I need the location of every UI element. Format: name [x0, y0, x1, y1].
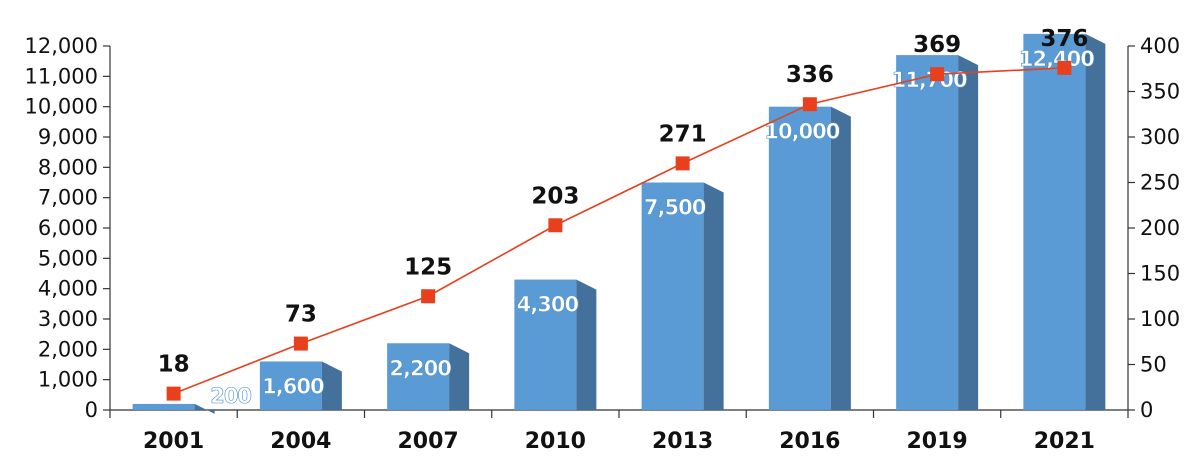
bar-value-labels: 200 1,600 2,200 4,300 7,500 10,000 11,700 12,40…	[210, 47, 1096, 409]
line-value-label: 73	[285, 302, 317, 328]
left-y-tick-label: 7,000	[38, 186, 98, 210]
line-value-label: 203	[531, 183, 579, 209]
bar-front-face	[259, 361, 322, 410]
left-y-tick-label: 1,000	[38, 368, 98, 392]
line-marker	[930, 67, 945, 82]
line-marker	[166, 386, 181, 401]
right-y-tick-label: 200	[1140, 216, 1180, 240]
right-y-tick-label: 350	[1140, 80, 1180, 104]
line-value-label: 125	[404, 254, 452, 280]
line-value-label: 369	[913, 32, 961, 58]
line-markers	[166, 60, 1072, 401]
x-category-label: 2010	[525, 429, 586, 454]
x-category-label: 2019	[907, 429, 968, 454]
bar-value-label: 200	[210, 384, 251, 408]
bar-front-face	[768, 106, 831, 411]
bar-value-label: 11,700	[892, 68, 967, 92]
bar-front-face	[641, 182, 704, 410]
right-y-tick-label: 150	[1140, 262, 1180, 286]
bar	[1023, 33, 1106, 410]
right-y-tick-label: 0	[1140, 398, 1153, 422]
right-y-tick-label: 300	[1140, 125, 1180, 149]
right-y-tick-label: 50	[1140, 353, 1167, 377]
left-y-tick-label: 8,000	[38, 155, 98, 179]
left-y-tick-label: 11,000	[25, 64, 98, 88]
bar	[514, 279, 597, 410]
left-y-tick-label: 2,000	[38, 337, 98, 361]
bar-front-face	[514, 279, 577, 410]
bar-side-face	[194, 403, 215, 414]
bar-side-face	[703, 182, 724, 410]
bar-value-label: 4,300	[517, 293, 579, 317]
right-y-axis-ticks: 0 50 100 150 200 250 300 350 400	[1128, 34, 1180, 422]
line-marker	[421, 289, 436, 304]
right-y-tick-label: 250	[1140, 171, 1180, 195]
right-y-tick-label: 400	[1140, 34, 1180, 58]
bar-front-face	[132, 403, 195, 410]
bar-side-face	[576, 279, 597, 410]
bar	[387, 343, 470, 410]
bar	[896, 55, 979, 410]
bar	[132, 403, 215, 414]
line-marker	[1057, 60, 1072, 75]
right-y-tick-label: 100	[1140, 307, 1180, 331]
bar-side-face	[830, 106, 851, 411]
x-category-label: 2007	[398, 429, 459, 454]
left-y-tick-label: 0	[85, 398, 98, 422]
x-axis-ticks: 2001 2004 2007 2010 2013 2016 2019 2021	[109, 410, 1129, 454]
bar-value-label: 7,500	[644, 196, 706, 220]
bar-value-label: 1,600	[262, 374, 324, 398]
x-category-label: 2021	[1034, 429, 1095, 454]
bar-series	[132, 33, 1106, 414]
bar-side-face	[1085, 33, 1106, 410]
bar-front-face	[896, 55, 959, 410]
line-value-labels: 18 73 125 203 271 336 369 376	[158, 26, 1089, 378]
line-series-path	[173, 67, 1065, 395]
x-category-label: 2016	[779, 429, 840, 454]
line-marker	[293, 336, 308, 351]
bar	[259, 361, 342, 410]
line-marker	[675, 156, 690, 171]
line-value-label: 18	[158, 352, 190, 378]
left-y-tick-label: 10,000	[25, 95, 98, 119]
x-category-label: 2004	[270, 429, 331, 454]
line-value-label: 336	[786, 62, 834, 88]
left-y-tick-label: 12,000	[25, 34, 98, 58]
bar-value-label: 12,400	[1019, 47, 1094, 71]
bar-side-face	[321, 361, 342, 410]
x-category-label: 2001	[143, 429, 204, 454]
line-marker	[548, 218, 563, 233]
bar-side-face	[958, 55, 979, 410]
left-y-axis-ticks: 0 1,000 2,000 3,000 4,000 5,000 6,000 7,000 8,00…	[25, 34, 110, 422]
bar-front-face	[1023, 33, 1086, 410]
left-y-tick-label: 3,000	[38, 307, 98, 331]
bar-value-label: 10,000	[764, 120, 839, 144]
line-value-label: 376	[1040, 26, 1088, 52]
x-category-label: 2013	[652, 429, 713, 454]
line-value-label: 271	[659, 121, 707, 147]
left-y-tick-label: 5,000	[38, 246, 98, 270]
line-series	[173, 67, 1065, 395]
bar-side-face	[449, 343, 470, 410]
left-y-tick-label: 9,000	[38, 125, 98, 149]
bar	[641, 182, 724, 410]
left-y-tick-label: 4,000	[38, 277, 98, 301]
left-y-tick-label: 6,000	[38, 216, 98, 240]
line-marker	[802, 97, 817, 112]
bar	[768, 106, 851, 411]
bar-front-face	[387, 343, 450, 410]
bar-value-label: 2,200	[389, 356, 451, 380]
